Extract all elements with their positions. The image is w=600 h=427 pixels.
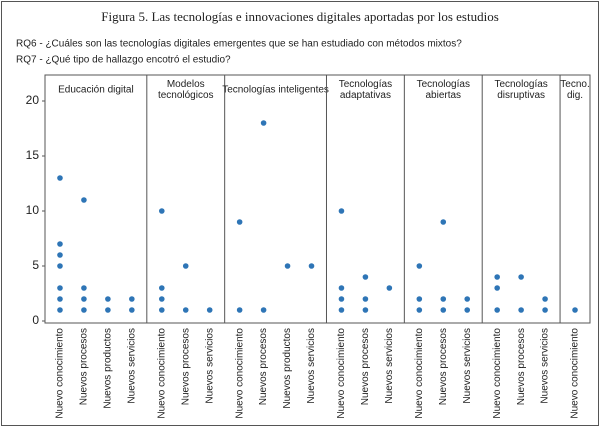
x-tick-label: Nuevos servicios [384,328,395,404]
dot [440,296,447,302]
dot [81,285,87,291]
dot [81,307,87,313]
x-tick-label: Nuevos procesos [438,328,449,405]
x-tick-label: Nuevos procesos [360,328,371,405]
dot [57,263,63,269]
x-tick-label: Nuevos procesos [258,328,269,405]
x-tick-label: Nuevo conocimiento [156,328,167,419]
x-tick-label: Nuevo conocimiento [336,328,347,419]
dot [362,296,369,302]
dot [182,307,189,313]
x-tick-label: Nuevo conocimiento [570,328,581,419]
dot [158,307,165,313]
panel-title: Tecnologías [339,79,392,90]
dot [206,307,213,313]
dot [338,285,345,291]
dot [464,307,471,313]
dot [464,296,471,302]
panel-title: abiertas [425,90,461,101]
dot [129,307,135,313]
y-tick-label: 5 [32,258,39,272]
x-tick-label: Nuevos procesos [516,328,527,405]
panel-title: Tecnologías [494,79,547,90]
dot [236,307,243,313]
dot [416,307,423,313]
panel-title: disruptivas [497,90,545,101]
dot [81,197,87,203]
panel-title: Tecno. [560,79,589,90]
dot [494,285,500,291]
panel-title: Tecnologías inteligentes [222,85,329,96]
panel-title: dig. [567,90,583,101]
dot [182,263,189,269]
subtitle: RQ6 - ¿Cuáles son las tecnologías digita… [16,39,462,50]
x-tick-label: Nuevo conocimiento [55,328,66,419]
chart-title: Figura 5. Las tecnologías e innovaciones… [101,9,499,24]
dot [416,263,423,269]
panel-title: Modelos [167,79,205,90]
dot [260,307,267,313]
dot [260,120,267,126]
x-tick-label: Nuevos productos [282,328,293,409]
x-tick-label: Nuevos procesos [180,328,191,405]
y-tick-label: 10 [26,203,40,217]
dot [518,274,524,280]
panel-title: adaptativas [340,90,391,101]
dot [338,208,345,214]
dot [386,285,393,291]
dot [129,296,135,302]
dot [542,307,548,313]
dot [416,296,423,302]
x-tick-label: Nuevos servicios [204,328,215,404]
subtitle: RQ7 - ¿Qué tipo de hallazgo encotró el e… [16,55,231,66]
y-tick-label: 20 [26,93,40,107]
dot [57,175,63,181]
dot [158,208,165,214]
x-tick-label: Nuevos servicios [540,328,551,404]
dot [572,307,578,313]
x-tick-label: Nuevos servicios [462,328,473,404]
dot [494,307,500,313]
dot [494,274,500,280]
dot [57,241,63,247]
y-tick-label: 15 [26,148,40,162]
dot [57,252,63,258]
dot [440,307,447,313]
plot-frame [44,74,591,324]
dot [308,263,315,269]
panel-title: tecnológicos [158,90,214,101]
dot [338,296,345,302]
dot [338,307,345,313]
dot [542,296,548,302]
x-tick-label: Nuevo conocimiento [414,328,425,419]
dot [105,296,111,302]
dot [57,307,63,313]
x-tick-label: Nuevo conocimiento [492,328,503,419]
dot [105,307,111,313]
dot [57,285,63,291]
dot [81,296,87,302]
panel-title: Educación digital [58,85,134,96]
y-tick-label: 0 [32,313,39,327]
x-tick-label: Nuevos servicios [306,328,317,404]
dot [158,296,165,302]
dot [158,285,165,291]
x-tick-label: Nuevos servicios [126,328,137,404]
dot [362,274,369,280]
x-tick-label: Nuevo conocimiento [234,328,245,419]
dot [284,263,291,269]
x-tick-label: Nuevos productos [103,328,114,409]
x-tick-label: Nuevos procesos [79,328,90,405]
panel-title: Tecnologías [417,79,470,90]
dot [57,296,63,302]
dot [440,219,447,225]
dot [362,307,369,313]
dot [518,307,524,313]
dot [236,219,243,225]
